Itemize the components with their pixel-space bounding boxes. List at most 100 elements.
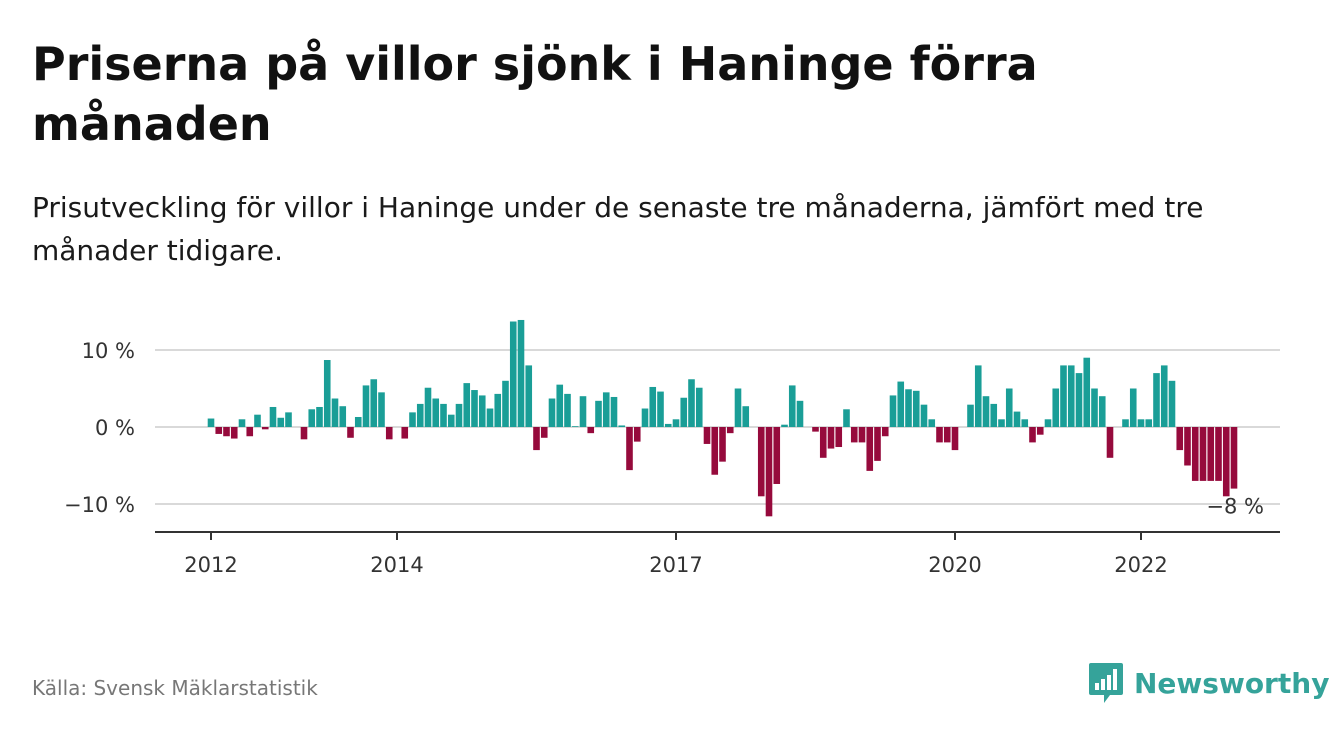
bar bbox=[254, 415, 261, 427]
bar bbox=[347, 427, 354, 438]
bar bbox=[409, 412, 416, 427]
bar bbox=[564, 394, 571, 427]
bar bbox=[828, 427, 835, 449]
bar bbox=[1169, 381, 1176, 427]
bar bbox=[874, 427, 881, 461]
bar bbox=[1161, 365, 1168, 427]
bar bbox=[766, 427, 773, 516]
bar bbox=[1068, 365, 1075, 427]
bar bbox=[494, 394, 501, 427]
bar bbox=[882, 427, 889, 436]
bar bbox=[518, 320, 525, 427]
bar bbox=[572, 426, 579, 427]
bar bbox=[246, 427, 253, 436]
bar bbox=[680, 398, 687, 427]
x-tick-label: 2017 bbox=[649, 553, 702, 577]
bar bbox=[626, 427, 633, 470]
bar bbox=[990, 404, 997, 427]
bar bbox=[704, 427, 711, 444]
bar bbox=[355, 417, 362, 427]
bar bbox=[1138, 419, 1145, 427]
bar bbox=[673, 419, 680, 427]
bar bbox=[735, 389, 742, 428]
bar bbox=[549, 399, 556, 427]
bar bbox=[843, 409, 850, 427]
bar bbox=[525, 365, 532, 427]
bar bbox=[711, 427, 718, 475]
bar bbox=[1153, 373, 1160, 427]
bar bbox=[1223, 427, 1230, 496]
bar bbox=[665, 424, 672, 427]
bar bbox=[456, 404, 463, 427]
bar bbox=[781, 425, 788, 427]
bar bbox=[1052, 389, 1059, 428]
bar bbox=[897, 382, 904, 427]
bar bbox=[417, 404, 424, 427]
bar bbox=[928, 419, 935, 427]
bar bbox=[448, 415, 455, 427]
bar bbox=[1045, 419, 1052, 427]
bar bbox=[789, 385, 796, 427]
bar bbox=[1060, 365, 1067, 427]
bar bbox=[890, 395, 897, 427]
bar bbox=[944, 427, 951, 442]
bar bbox=[742, 406, 749, 427]
bar bbox=[285, 412, 292, 427]
bar bbox=[820, 427, 827, 458]
bar bbox=[556, 385, 563, 427]
bar-chart: 10 % 0 % −10 % 2012 2014 2017 2020 2022 −8 % bbox=[0, 300, 1340, 600]
chart-subtitle: Prisutveckling för villor i Haninge unde… bbox=[32, 186, 1292, 272]
bar bbox=[332, 399, 339, 427]
bar bbox=[936, 427, 943, 442]
bar bbox=[510, 322, 517, 427]
bar bbox=[998, 419, 1005, 427]
bar bbox=[758, 427, 765, 496]
brand-name: Newsworthy bbox=[1134, 667, 1329, 700]
bar bbox=[308, 409, 315, 427]
bar bbox=[479, 395, 486, 427]
bar bbox=[1029, 427, 1036, 442]
bar bbox=[1091, 389, 1098, 428]
bar bbox=[301, 427, 308, 439]
source-note: Källa: Svensk Mäklarstatistik bbox=[32, 676, 318, 700]
bar bbox=[425, 388, 432, 427]
bar bbox=[502, 381, 509, 427]
bar bbox=[649, 387, 656, 427]
bar bbox=[859, 427, 866, 442]
bar bbox=[797, 401, 804, 427]
bar bbox=[277, 418, 284, 427]
bar bbox=[696, 388, 703, 427]
x-tick-label: 2020 bbox=[928, 553, 981, 577]
bar bbox=[401, 427, 408, 439]
bar bbox=[1021, 419, 1028, 427]
bar bbox=[611, 397, 618, 427]
y-tick-label: 0 % bbox=[95, 416, 135, 440]
bar bbox=[719, 427, 726, 462]
bar bbox=[866, 427, 873, 471]
bar bbox=[432, 399, 439, 427]
bar bbox=[952, 427, 959, 450]
bar bbox=[1099, 396, 1106, 427]
bar bbox=[231, 427, 238, 439]
bar bbox=[363, 385, 370, 427]
bar bbox=[851, 427, 858, 442]
bar bbox=[1122, 419, 1129, 427]
brand-logo: Newsworthy bbox=[1088, 660, 1329, 706]
bar bbox=[487, 409, 494, 427]
bar bbox=[1176, 427, 1183, 450]
bar bbox=[262, 427, 269, 429]
bar bbox=[642, 409, 649, 427]
bar bbox=[1037, 427, 1044, 435]
bar bbox=[1130, 389, 1137, 428]
last-value-label: −8 % bbox=[1206, 495, 1264, 519]
y-tick-label: −10 % bbox=[64, 493, 135, 517]
bar bbox=[587, 427, 594, 433]
bar bbox=[1083, 358, 1090, 427]
bar bbox=[983, 396, 990, 427]
bar bbox=[1231, 427, 1238, 489]
x-tick-label: 2014 bbox=[370, 553, 423, 577]
bar bbox=[239, 419, 246, 427]
bar bbox=[618, 425, 625, 427]
bar bbox=[603, 392, 610, 427]
bar bbox=[1207, 427, 1214, 481]
